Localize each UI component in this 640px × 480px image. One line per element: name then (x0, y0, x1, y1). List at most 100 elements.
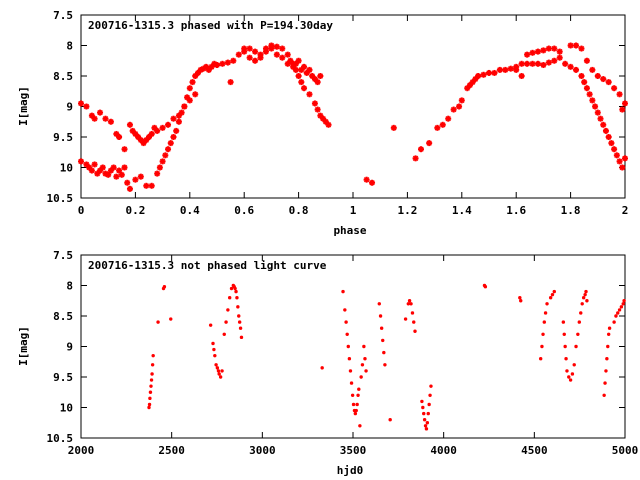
data-point (577, 320, 582, 324)
x-tick-label: 0.8 (289, 204, 309, 217)
data-point (359, 375, 363, 379)
data-point (611, 85, 618, 92)
data-point (208, 63, 215, 70)
data-point (403, 317, 408, 321)
x-tick-label: 1.8 (561, 204, 581, 217)
data-point (279, 54, 286, 61)
data-point (216, 369, 221, 373)
data-point (150, 372, 154, 376)
data-point (561, 320, 566, 324)
data-point (358, 424, 362, 428)
phased-plot: 0 0.2 0.4 0.6 0.8 1 1.2 1.4 1.6 1.8 2 7.5 8 8.5 9 9.5 10… (17, 9, 628, 237)
data-point (234, 289, 238, 294)
data-point (565, 369, 569, 373)
data-point (118, 171, 125, 178)
data-point (290, 63, 297, 70)
data-point (584, 289, 588, 294)
data-point (456, 103, 463, 110)
data-point (301, 63, 308, 70)
data-point (538, 357, 543, 361)
data-point (406, 302, 411, 306)
data-point (605, 134, 612, 140)
data-point (175, 112, 182, 119)
data-point (169, 317, 173, 321)
data-point (262, 48, 269, 55)
data-point (548, 296, 553, 300)
data-point (519, 299, 523, 303)
data-point (573, 42, 580, 49)
x-tick-label: 1.2 (397, 204, 417, 217)
data-point (159, 124, 166, 131)
data-point (612, 320, 616, 324)
data-point (219, 60, 226, 67)
data-point (369, 179, 376, 186)
data-point (211, 341, 215, 346)
data-point (583, 292, 587, 297)
data-point (413, 329, 417, 333)
data-point (175, 118, 182, 125)
data-point (426, 140, 433, 147)
data-point (617, 308, 622, 312)
x-tick-label: 1 (350, 204, 357, 217)
x-tick-label: 3000 (249, 444, 276, 457)
data-point (491, 69, 498, 76)
data-point (534, 48, 541, 55)
data-point (309, 73, 316, 79)
data-point (592, 103, 599, 110)
data-point (99, 164, 106, 171)
data-point (458, 97, 465, 104)
data-point (165, 146, 172, 153)
data-point (353, 411, 358, 416)
data-point (382, 350, 386, 355)
data-point (427, 402, 431, 407)
data-point (162, 152, 169, 159)
data-point (422, 411, 426, 416)
data-point (540, 47, 547, 54)
data-point (466, 82, 473, 89)
data-point (426, 411, 430, 416)
data-point (364, 369, 368, 373)
data-point (422, 418, 427, 422)
data-point (616, 311, 620, 315)
data-point (621, 302, 625, 306)
data-point (218, 375, 223, 379)
data-point (345, 332, 349, 336)
x-tick-label: 5000 (612, 444, 639, 457)
data-point (600, 76, 607, 83)
data-point (606, 344, 610, 349)
data-point (574, 344, 578, 349)
data-point (137, 173, 144, 180)
data-point (149, 378, 154, 382)
data-point (483, 285, 488, 289)
data-point (429, 384, 433, 388)
data-point (121, 146, 128, 153)
y-tick-label: 10.5 (47, 192, 74, 205)
data-point (151, 353, 155, 358)
data-point (349, 381, 354, 385)
data-point (529, 60, 536, 67)
data-point (605, 79, 612, 86)
data-point (154, 170, 161, 177)
data-point (268, 45, 275, 52)
data-point (412, 320, 416, 324)
data-point (545, 45, 552, 52)
data-point (147, 402, 152, 407)
data-point (578, 45, 585, 52)
data-point (518, 73, 525, 79)
data-point (562, 60, 569, 67)
data-point (603, 381, 607, 385)
data-point (156, 320, 160, 324)
data-point (616, 91, 623, 98)
data-point (622, 155, 628, 162)
data-point (235, 51, 242, 58)
data-point (126, 121, 133, 128)
data-point (407, 299, 412, 303)
y-tick-label: 7.5 (53, 249, 73, 262)
data-point (513, 66, 520, 73)
data-point (143, 182, 150, 189)
unphased-plot-title: 200716-1315.3 not phased light curve (88, 259, 327, 272)
x-tick-label: 4000 (430, 444, 457, 457)
data-point (88, 112, 95, 119)
data-point (239, 335, 244, 340)
data-point (524, 51, 531, 58)
